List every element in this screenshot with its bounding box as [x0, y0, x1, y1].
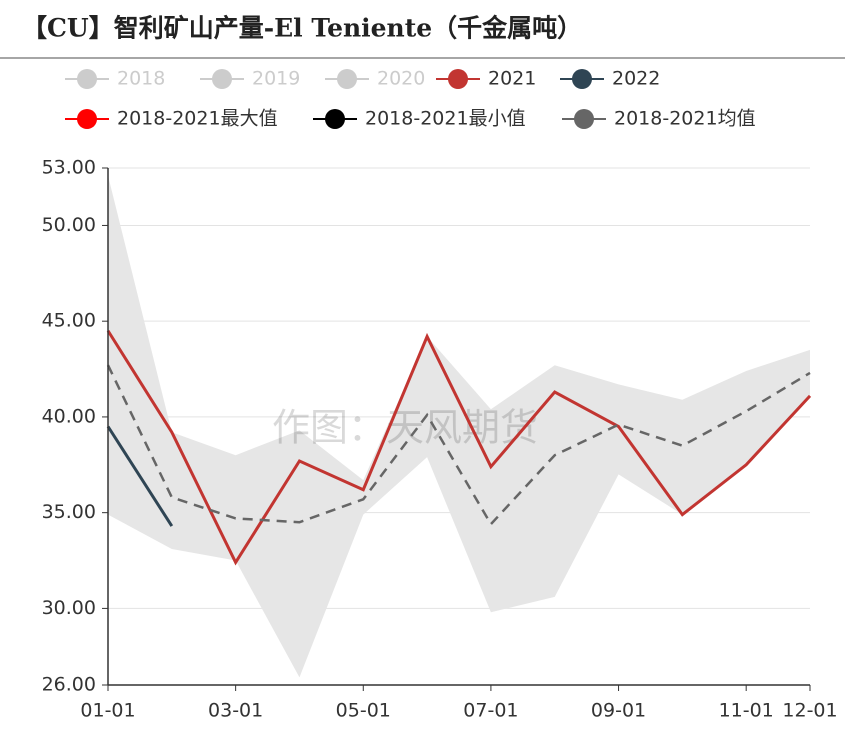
- legend-label[interactable]: 2021: [488, 68, 536, 90]
- legend-label[interactable]: 2018-2021均值: [614, 108, 756, 130]
- legend-label[interactable]: 2018: [117, 68, 165, 90]
- x-tick-label: 07-01: [463, 700, 518, 722]
- legend-label[interactable]: 2018-2021最小值: [365, 108, 526, 130]
- legend-marker: [448, 69, 468, 89]
- y-tick-label: 53.00: [42, 157, 96, 179]
- y-tick-label: 40.00: [42, 405, 96, 427]
- series-line: [106, 364, 811, 527]
- chart-title: 【CU】智利矿山产量-El Teniente（千金属吨）: [22, 14, 582, 43]
- x-tick-label: 03-01: [208, 700, 263, 722]
- range-band: [108, 175, 810, 678]
- series-line: [106, 329, 812, 566]
- x-tick-label: 12-01: [782, 700, 837, 722]
- legend-marker: [572, 69, 592, 89]
- legend-label[interactable]: 2018-2021最大值: [117, 108, 278, 130]
- series-line: [106, 425, 174, 527]
- y-tick-label: 45.00: [42, 310, 96, 332]
- legend-label[interactable]: 2022: [612, 68, 660, 90]
- y-tick-label: 50.00: [42, 214, 96, 236]
- y-tick-label: 30.00: [42, 597, 96, 619]
- x-tick-label: 11-01: [719, 700, 774, 722]
- y-tick-label: 35.00: [42, 501, 96, 523]
- legend-marker: [574, 109, 594, 129]
- legend-marker: [325, 109, 345, 129]
- y-tick-label: 26.00: [42, 674, 96, 696]
- legend-marker: [337, 69, 357, 89]
- legend-label[interactable]: 2020: [377, 68, 425, 90]
- legend-marker: [77, 69, 97, 89]
- legend-marker: [77, 109, 97, 129]
- legend-label[interactable]: 2019: [252, 68, 300, 90]
- x-tick-label: 05-01: [336, 700, 391, 722]
- x-tick-label: 09-01: [591, 700, 646, 722]
- x-tick-label: 01-01: [80, 700, 135, 722]
- legend-marker: [212, 69, 232, 89]
